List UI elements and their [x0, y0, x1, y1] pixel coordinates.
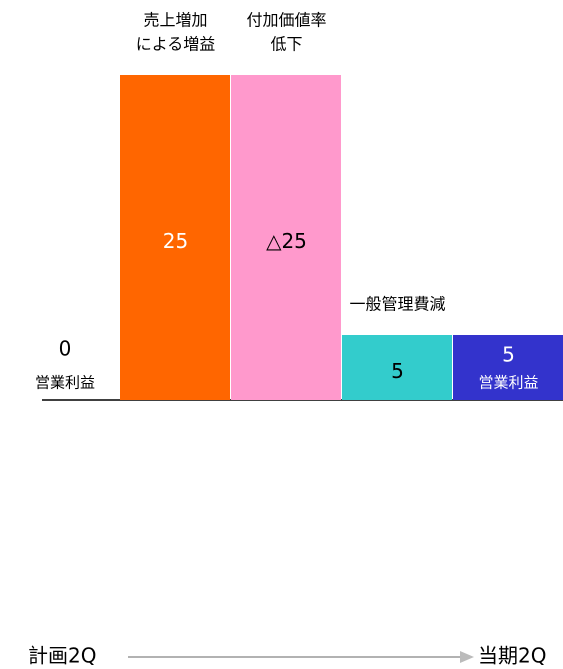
bar — [120, 75, 230, 400]
from-label: 計画2Q — [28, 644, 96, 668]
start-label: 営業利益 — [35, 374, 95, 392]
bar — [342, 335, 452, 400]
end-label: 営業利益 — [478, 374, 538, 392]
value-label: △25 — [266, 229, 307, 253]
value-label: 25 — [163, 229, 188, 253]
arrow-head — [460, 651, 474, 663]
category-label: 一般管理費減 — [349, 295, 445, 314]
to-label: 当期2Q — [478, 644, 546, 668]
total-bar — [453, 335, 563, 400]
category-label: による増益 — [136, 35, 216, 54]
bar — [231, 75, 341, 400]
value-label: 5 — [391, 359, 404, 383]
category-label: 低下 — [270, 35, 302, 54]
start-value: 0 — [59, 337, 72, 361]
category-label: 付加価値率 — [246, 11, 326, 30]
category-label: 売上増加 — [143, 11, 207, 30]
end-value: 5 — [502, 343, 515, 367]
